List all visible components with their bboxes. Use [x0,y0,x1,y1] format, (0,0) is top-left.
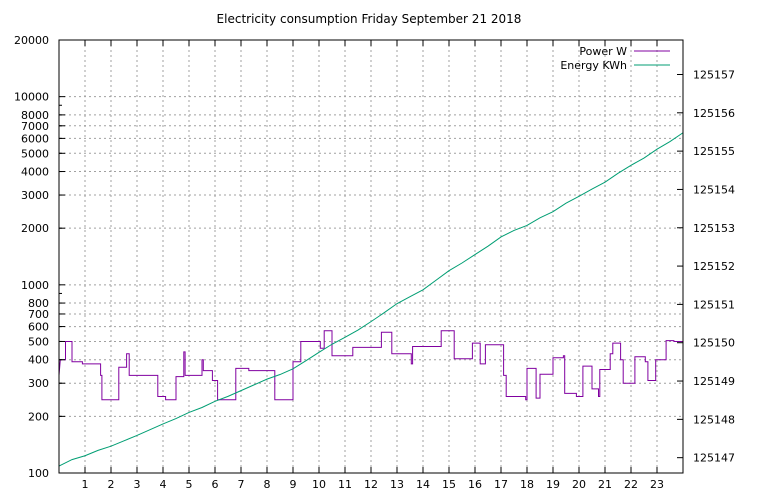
x-tick-label: 16 [468,478,482,491]
energy-series-line [58,132,684,467]
y-left-tick-label: 20000 [14,34,49,47]
y-left-tick-label: 8000 [21,109,49,122]
y-right-tick-label: 125154 [693,183,735,196]
power-series-line [58,330,683,401]
y-right-tick-label: 125147 [693,452,735,465]
y-right-tick-label: 125152 [693,260,735,273]
x-tick-label: 18 [520,478,534,491]
y-left-tick-label: 10000 [14,91,49,104]
x-tick-label: 5 [186,478,193,491]
y-left-tick-label: 600 [28,321,49,334]
y-right-tick-label: 125148 [693,413,735,426]
x-tick-label: 14 [416,478,430,491]
y-left-tick-label: 5000 [21,147,49,160]
y-right-tick-label: 125153 [693,222,735,235]
y-left-tick-label: 3000 [21,189,49,202]
grid-layer [59,40,683,473]
series-layer [58,132,684,467]
y-right-tick-label: 125151 [693,298,735,311]
y-left-tick-label: 7000 [21,120,49,133]
y-left-tick-label: 200 [28,410,49,423]
y-left-tick-label: 500 [28,335,49,348]
y-left-tick-label: 4000 [21,166,49,179]
y-left-tick-label: 800 [28,297,49,310]
x-tick-label: 23 [650,478,664,491]
x-tick-label: 15 [442,478,456,491]
y-left-tick-label: 6000 [21,132,49,145]
y-left-tick-label: 2000 [21,222,49,235]
x-tick-label: 10 [312,478,326,491]
y-right-tick-label: 125157 [693,68,735,81]
x-tick-label: 6 [212,478,219,491]
legend-label-power: Power W [579,45,627,58]
legend: Power W Energy KWh [560,45,670,72]
y-right-tick-label: 125150 [693,337,735,350]
legend-label-energy: Energy KWh [560,59,627,72]
x-tick-label: 4 [160,478,167,491]
x-tick-label: 13 [390,478,404,491]
x-tick-label: 3 [134,478,141,491]
x-tick-label: 22 [624,478,638,491]
x-tick-label: 7 [238,478,245,491]
x-tick-label: 19 [546,478,560,491]
x-tick-label: 12 [364,478,378,491]
x-tick-label: 17 [494,478,508,491]
y-left-tick-label: 700 [28,308,49,321]
x-tick-label: 11 [338,478,352,491]
y-right-tick-label: 125156 [693,107,735,120]
x-tick-label: 21 [598,478,612,491]
ticks-layer: 1 2 3 4 5 6 7 8 9 10 11 12 13 14 15 16 17 18 19 20 21 22 23100… [14,34,735,491]
x-tick-label: 9 [290,478,297,491]
x-tick-label: 2 [108,478,115,491]
plot-border [58,39,684,474]
x-tick-label: 1 [82,478,89,491]
y-left-tick-label: 1000 [21,279,49,292]
y-left-tick-label: 300 [28,377,49,390]
y-left-tick-label: 100 [28,467,49,480]
x-tick-label: 20 [572,478,586,491]
y-left-tick-label: 400 [28,354,49,367]
y-right-tick-label: 125155 [693,145,735,158]
chart-title: Electricity consumption Friday September… [217,12,522,26]
y-right-tick-label: 125149 [693,375,735,388]
x-tick-label: 8 [264,478,271,491]
